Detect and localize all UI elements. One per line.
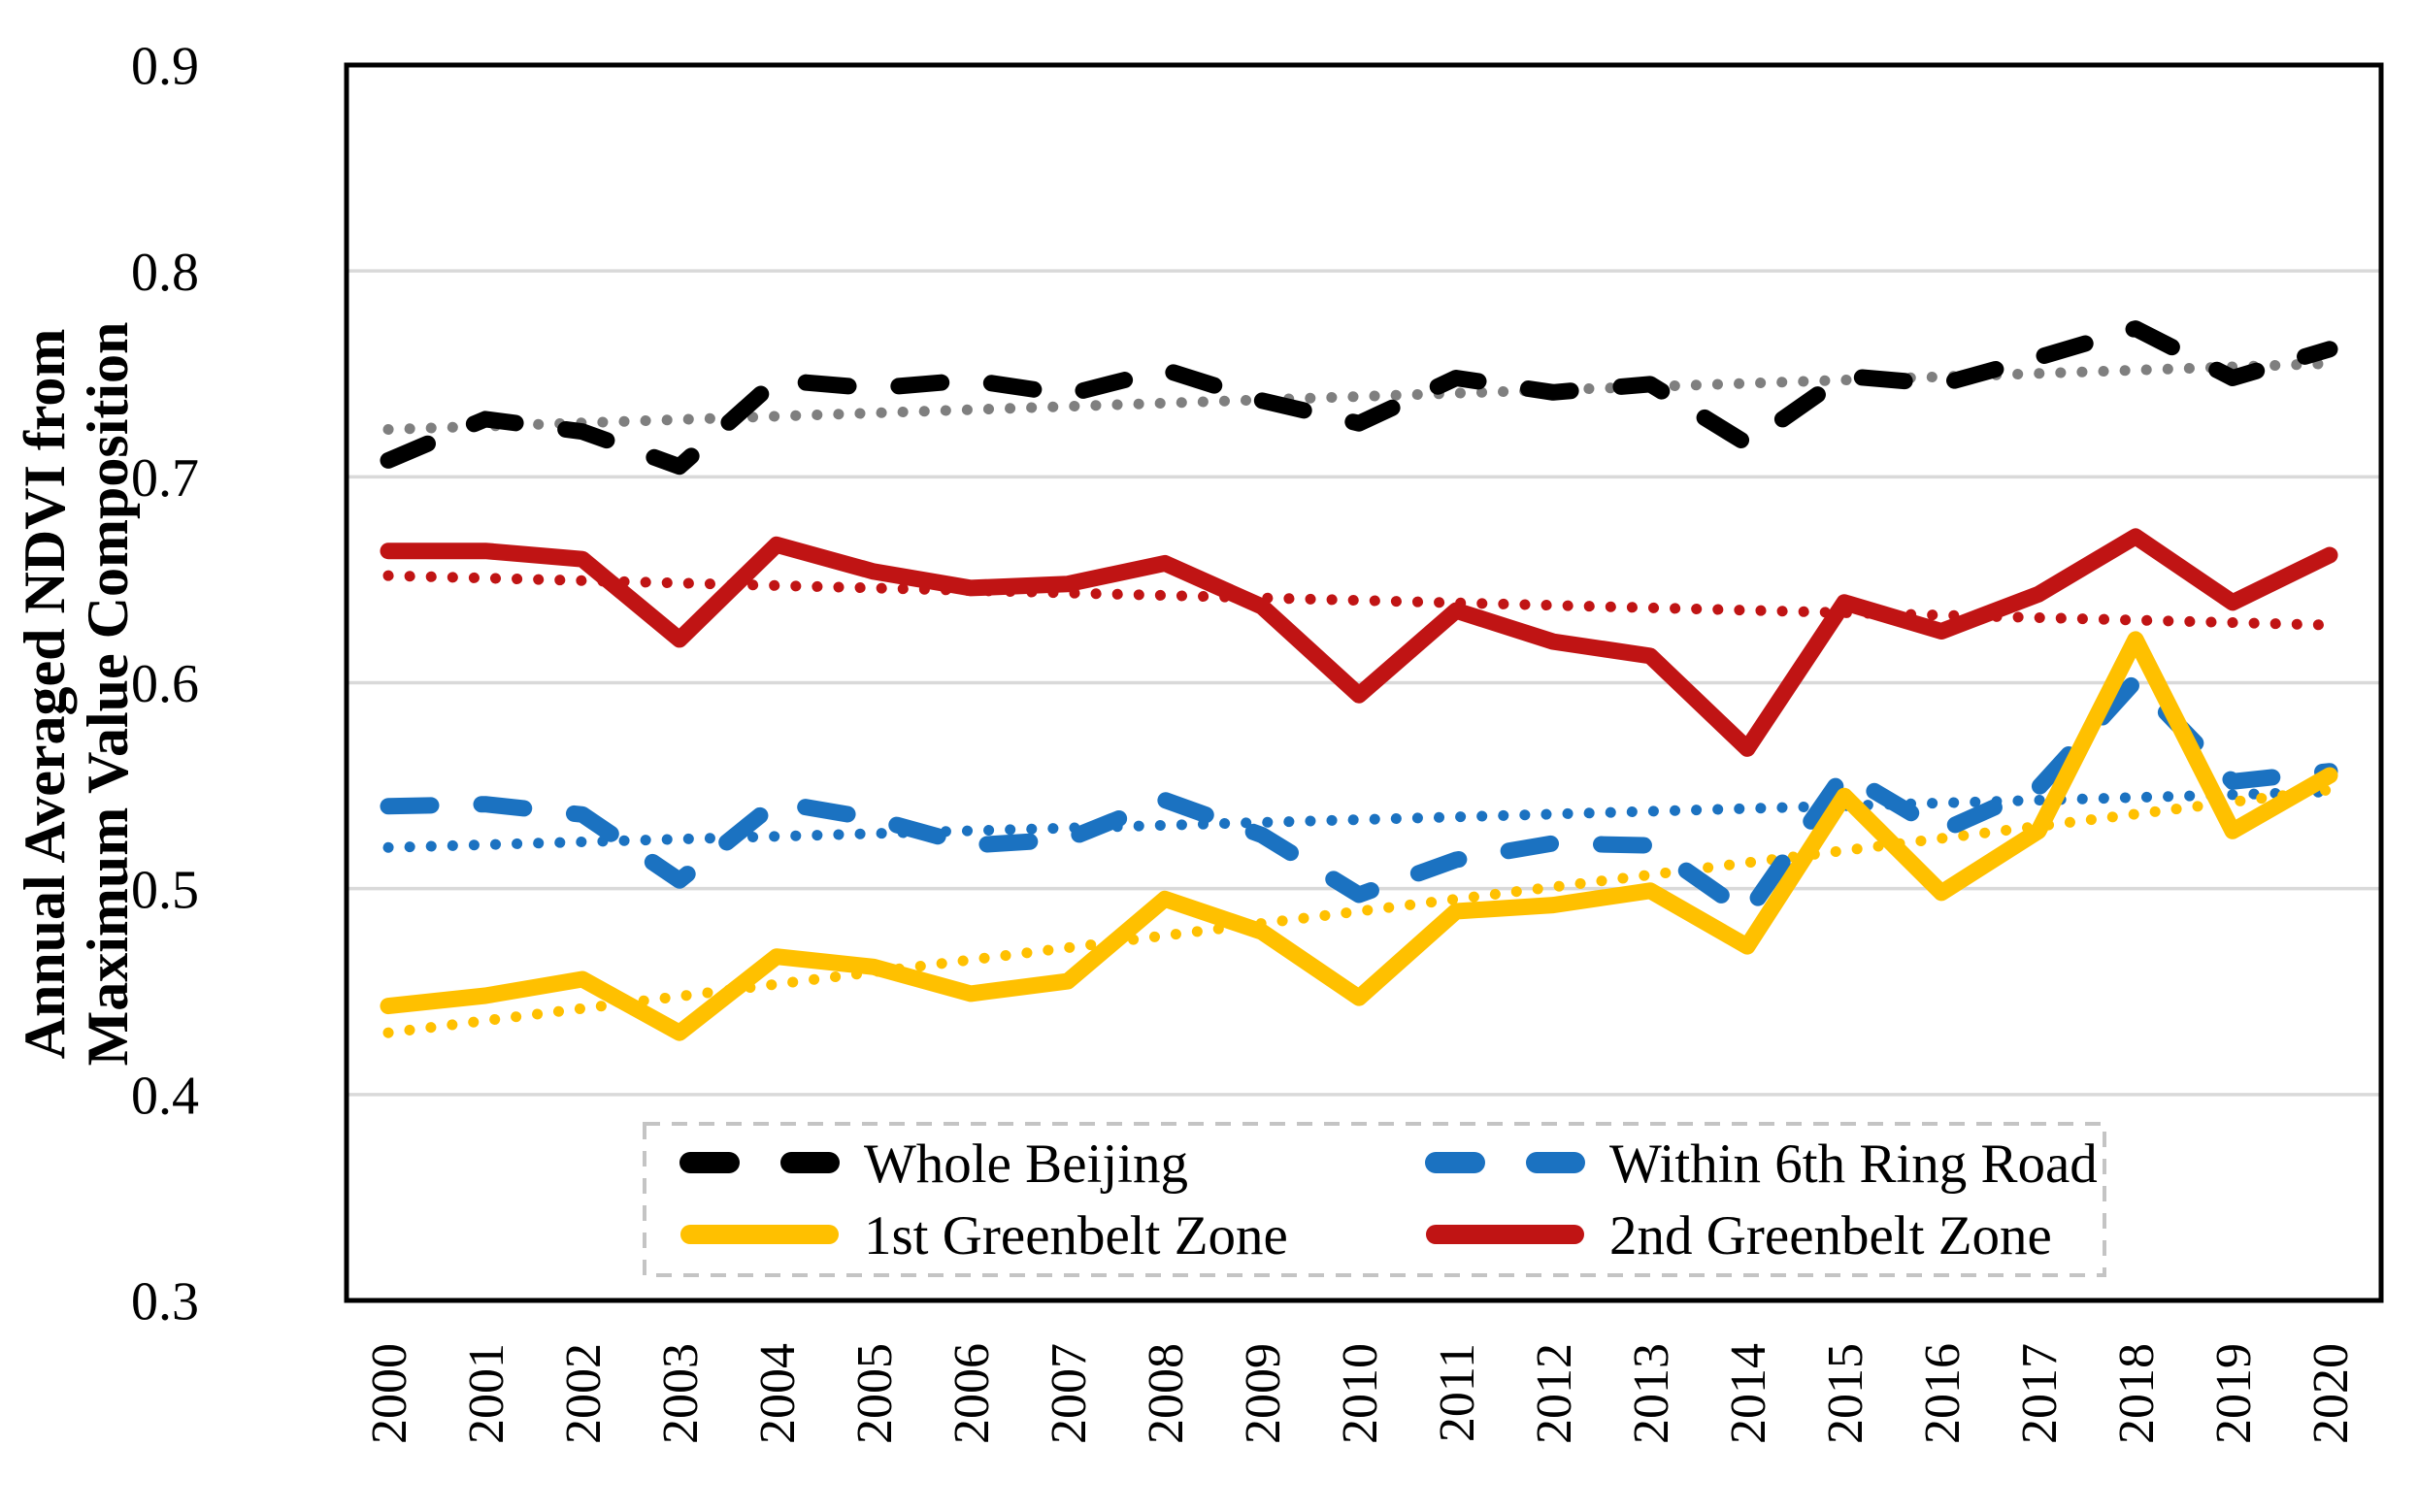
series-line-within-6th-ring-road: [380, 672, 2338, 922]
y-axis-title-line2: Maximum Value Composition: [76, 322, 140, 1067]
legend-item-2nd-greenbelt-zone: 2nd Greenbelt Zone: [1426, 1205, 2052, 1266]
x-tick-label-2004: 2004: [750, 1343, 806, 1444]
series-line-whole-beijing: [380, 320, 2338, 476]
legend-label-whole-beijing: Whole Beijing: [864, 1134, 1188, 1195]
trendlines-group: [382, 358, 2335, 1038]
legend-item-within-6th-ring-road: Within 6th Ring Road: [1425, 1134, 2098, 1195]
x-tick-label-2012: 2012: [1527, 1343, 1582, 1444]
x-tick-label-2015: 2015: [1818, 1343, 1873, 1444]
y-axis-title-group: Annual Averaged NDVI from Maximum Value C…: [13, 322, 140, 1067]
trend-line-within-6th-ring-road: [382, 786, 2335, 853]
legend: Whole Beijing Within 6th Ring Road 1st Gre…: [643, 1122, 2106, 1277]
x-tick-label-2020: 2020: [2303, 1343, 2359, 1444]
y-tick-label-03: 0.3: [131, 1272, 199, 1332]
series-line-1st-greenbelt-zone: [380, 631, 2338, 1041]
x-tick-label-2005: 2005: [847, 1343, 903, 1444]
y-tick-label-07: 0.7: [131, 448, 199, 509]
x-tick-label-2017: 2017: [2012, 1343, 2068, 1444]
trend-line-whole-beijing: [382, 358, 2335, 436]
y-tick-labels-group: 0.9 0.8 0.7 0.6 0.5 0.4 0.3: [131, 37, 199, 1332]
x-tick-label-2006: 2006: [944, 1343, 1000, 1444]
x-tick-label-2009: 2009: [1236, 1343, 1291, 1444]
legend-item-1st-greenbelt-zone: 1st Greenbelt Zone: [680, 1205, 1288, 1266]
y-tick-label-04: 0.4: [131, 1066, 199, 1126]
x-tick-label-2013: 2013: [1624, 1343, 1679, 1444]
legend-label-2nd-greenbelt-zone: 2nd Greenbelt Zone: [1609, 1205, 2052, 1266]
legend-label-1st-greenbelt-zone: 1st Greenbelt Zone: [864, 1205, 1288, 1266]
x-tick-label-2014: 2014: [1721, 1343, 1776, 1444]
trend-line-1st-greenbelt-zone: [382, 784, 2335, 1038]
x-tick-labels-group: 2000 2001 2002 2003 2004 2005 2006 2007 2008 2009…: [362, 1343, 2359, 1444]
x-tick-label-2016: 2016: [1915, 1343, 1971, 1444]
x-tick-label-2018: 2018: [2109, 1343, 2165, 1444]
legend-item-whole-beijing: Whole Beijing: [679, 1134, 1188, 1195]
series-line-2nd-greenbelt-zone: [380, 528, 2338, 757]
legend-box: [643, 1122, 2106, 1277]
x-tick-label-2001: 2001: [459, 1343, 514, 1444]
y-tick-label-05: 0.5: [131, 860, 199, 920]
x-tick-label-2007: 2007: [1042, 1343, 1097, 1444]
x-tick-label-2003: 2003: [653, 1343, 709, 1444]
x-tick-label-2008: 2008: [1139, 1343, 1194, 1444]
legend-label-within-6th-ring-road: Within 6th Ring Road: [1609, 1134, 2098, 1195]
x-tick-label-2002: 2002: [556, 1343, 612, 1444]
x-tick-label-2000: 2000: [362, 1343, 417, 1444]
x-tick-label-2019: 2019: [2206, 1343, 2262, 1444]
plot-border: [344, 62, 2384, 1303]
x-tick-label-2010: 2010: [1333, 1343, 1388, 1444]
series-group: [380, 320, 2338, 1041]
trend-line-2nd-greenbelt-zone: [382, 570, 2335, 631]
y-tick-label-09: 0.9: [131, 37, 199, 97]
y-tick-label-08: 0.8: [131, 243, 199, 303]
x-tick-label-2011: 2011: [1430, 1343, 1485, 1442]
y-axis-title-line1: Annual Averaged NDVI from: [13, 329, 77, 1060]
y-tick-label-06: 0.6: [131, 654, 199, 714]
